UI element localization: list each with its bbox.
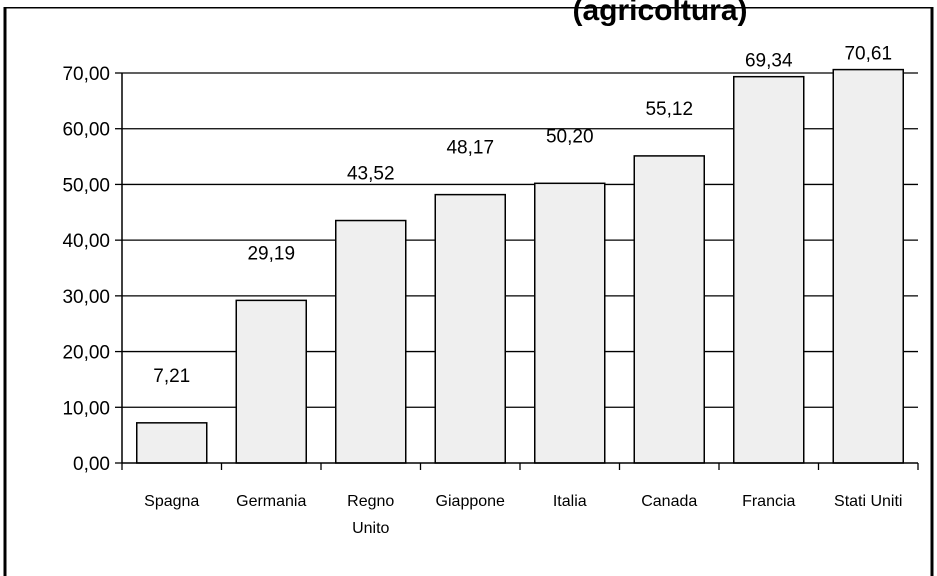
data-label: 48,17: [446, 138, 494, 159]
bar: [136, 422, 208, 464]
y-tick-label: 40,00: [62, 231, 110, 252]
x-tick-label: Giappone: [436, 493, 505, 510]
y-tick-label: 50,00: [62, 175, 110, 196]
data-label: 70,61: [844, 44, 892, 65]
bar: [534, 182, 606, 464]
x-tick-label: Canada: [641, 493, 697, 510]
x-tick-label: Germania: [236, 493, 306, 510]
data-label: 50,20: [546, 126, 594, 147]
y-tick-label: 70,00: [62, 64, 110, 85]
chart-title: (agricoltura): [572, 0, 747, 27]
y-tick-label: 60,00: [62, 120, 110, 141]
y-tick-label: 20,00: [62, 343, 110, 364]
axes: [115, 72, 919, 470]
bar: [335, 219, 407, 464]
bar: [832, 68, 904, 464]
bar: [733, 75, 805, 464]
bar: [434, 193, 506, 464]
title-band: [0, 0, 937, 7]
bar: [633, 155, 705, 464]
y-tick-label: 0,00: [73, 454, 110, 475]
x-tick-label: Stati Uniti: [834, 493, 902, 510]
x-tick-label: Italia: [553, 493, 587, 510]
data-label: 43,52: [347, 164, 395, 185]
bar: [235, 299, 307, 464]
y-tick-label: 10,00: [62, 398, 110, 419]
y-tick-label: 30,00: [62, 287, 110, 308]
labels: 0,00 10,00 20,00 30,00 40,00 50,00 60,00 70,00 7…: [62, 44, 902, 537]
data-label: 55,12: [645, 99, 693, 120]
data-label: 7,21: [153, 366, 190, 387]
data-label: 69,34: [745, 51, 793, 72]
x-tick-label: Francia: [742, 493, 795, 510]
data-label: 29,19: [247, 243, 295, 264]
bars: [136, 68, 904, 464]
x-tick-label: Spagna: [144, 493, 199, 510]
x-tick-label: Regno Unito: [347, 493, 394, 537]
